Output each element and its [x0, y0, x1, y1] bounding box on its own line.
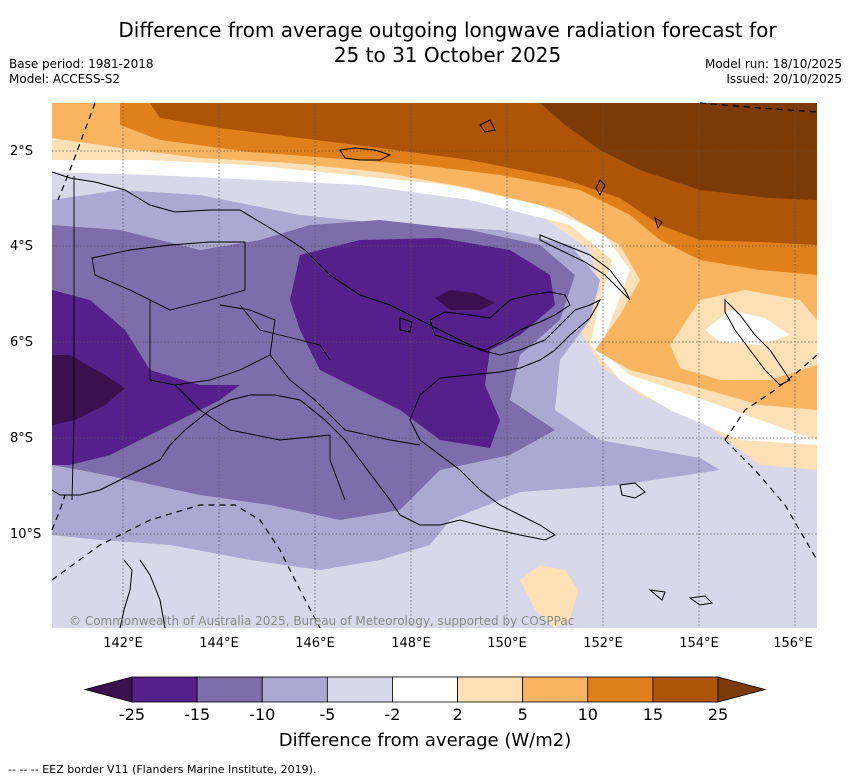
gridlines: [52, 103, 817, 628]
eez-footnote: -- -- -- EEZ border V11 (Flanders Marine…: [8, 763, 317, 776]
colorbar-segment: [652, 676, 719, 703]
lon-label-156e: 156°E: [773, 636, 813, 651]
colorbar-tick-label: 5: [517, 705, 528, 724]
lat-label-2s: 2°S: [10, 144, 34, 159]
colorbar-segment: [457, 676, 524, 703]
lon-label-154e: 154°E: [679, 636, 719, 651]
colorbar-segment: [392, 676, 458, 703]
field-dark-brown: [540, 103, 817, 200]
colorbar-tick-label: 10: [577, 705, 598, 724]
colorbar-segment: [196, 676, 263, 703]
border-province-4: [269, 354, 421, 446]
colorbar-tick-label: -25: [118, 705, 146, 724]
border-province-3: [174, 384, 346, 501]
colorbar-tick-label: -10: [249, 705, 276, 724]
field-deepest-purple-centre: [435, 290, 495, 310]
colorbar-tick-label: 2: [452, 705, 463, 724]
copyright-notice: © Commonwealth of Australia 2025, Bureau…: [69, 614, 575, 628]
colorbar-tick-label: -2: [384, 705, 401, 724]
lon-label-150e: 150°E: [487, 636, 527, 651]
field-dark-purple-west: [52, 290, 240, 465]
lon-label-142e: 142°E: [103, 636, 143, 651]
coast-manus: [339, 147, 392, 161]
field-white-patch-east: [705, 310, 790, 345]
lon-label-146e: 146°E: [295, 636, 335, 651]
coast-new-guinea: [52, 171, 602, 541]
border-province-5: [239, 304, 331, 361]
lon-label-144e: 144°E: [199, 636, 239, 651]
colorbar-title: Difference from average (W/m2): [278, 730, 572, 751]
border-province-1: [91, 241, 246, 311]
field-deepest-purple-west: [52, 355, 125, 425]
lat-label-10s: 10°S: [10, 527, 42, 542]
eez-border-west: [57, 102, 96, 201]
colorbar-tick-label: 15: [642, 705, 664, 724]
anomaly-field: [52, 103, 817, 628]
colorbar: [83, 676, 767, 703]
coast-islands-small-a: [399, 119, 663, 333]
coast-new-ireland: [539, 234, 631, 301]
colorbar-segment: [131, 676, 198, 703]
eez-border-east: [724, 354, 818, 441]
field-pale-patch-south: [675, 540, 698, 560]
colorbar-segment: [326, 676, 393, 703]
coast-bougainville: [724, 298, 791, 386]
meta-left: Base period: 1981-2018 Model: ACCESS-S2: [9, 57, 154, 87]
borders: [71, 176, 421, 501]
colorbar-tick-label: -15: [184, 705, 211, 724]
lat-label-8s: 8°S: [10, 431, 34, 446]
colorbar-segment: [522, 676, 589, 703]
coast-islands-small-b: [619, 482, 714, 606]
coast-new-britain: [429, 291, 571, 351]
meta-right: Model run: 18/10/2025 Issued: 20/10/2025: [705, 57, 842, 87]
chart-title: Difference from average outgoing longwav…: [0, 18, 850, 68]
eez-borders: [51, 102, 818, 629]
model-run: Model run: 18/10/2025: [704, 57, 842, 71]
coast-torres-strait: [119, 559, 166, 628]
colorbar-segment: [587, 676, 654, 703]
base-period: Base period: 1981-2018: [9, 57, 154, 71]
eez-border-southwest: [51, 504, 321, 629]
title-line-2: 25 to 31 October 2025: [333, 43, 562, 67]
lat-label-6s: 6°S: [10, 335, 34, 350]
lon-label-152e: 152°E: [583, 636, 623, 651]
lat-label-4s: 4°S: [10, 239, 34, 254]
lon-label-148e: 148°E: [391, 636, 431, 651]
title-line-1: Difference from average outgoing longwav…: [118, 18, 777, 42]
colorbar-tick-label: -5: [319, 705, 336, 724]
colorbar-segment: [261, 676, 328, 703]
border-province-2: [149, 300, 276, 386]
colorbar-extend-high: [717, 676, 767, 703]
field-orange-small-patch: [520, 565, 578, 628]
colorbar-tick-label: 25: [707, 705, 729, 724]
issued-date: Issued: 20/10/2025: [726, 72, 842, 86]
colorbar-extend-low: [83, 676, 133, 703]
model-name: Model: ACCESS-S2: [9, 72, 121, 86]
field-dark-purple: [290, 238, 555, 448]
coastlines: [52, 119, 791, 628]
eez-border-northeast: [699, 102, 818, 113]
border-png-indonesia: [71, 176, 75, 501]
